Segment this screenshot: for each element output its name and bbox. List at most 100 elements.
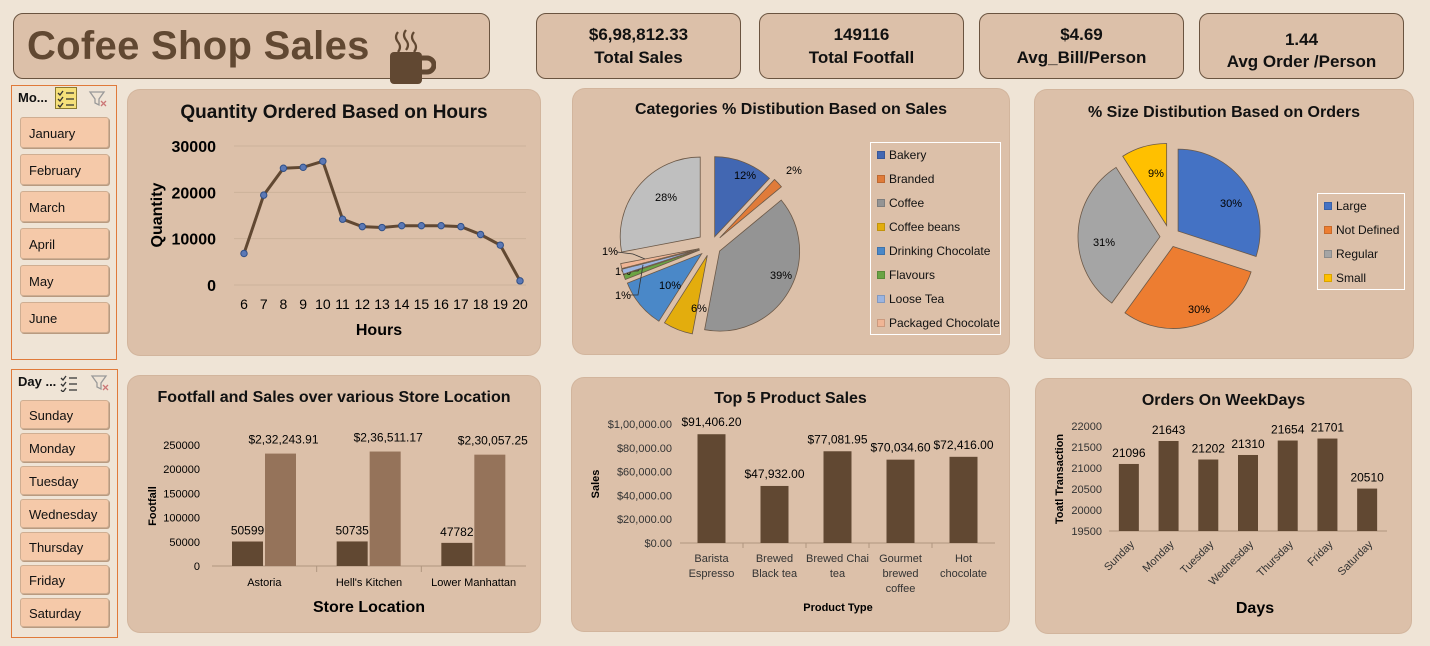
pie-slice xyxy=(1124,246,1252,329)
legend-item: Packaged Chocolate xyxy=(877,316,1000,330)
dashboard-title: Cofee Shop Sales xyxy=(27,24,370,68)
y-tick-label: 10000 xyxy=(172,232,217,249)
legend-item: Flavours xyxy=(877,268,935,282)
slicer-item-january[interactable]: January xyxy=(20,117,109,148)
slicer-item-march[interactable]: March xyxy=(20,191,109,222)
chart-title: % Size Distibution Based on Orders xyxy=(1087,104,1361,121)
y-tick-label: 50000 xyxy=(169,537,200,549)
y-axis-label: Sales xyxy=(590,470,602,499)
data-label: $2,36,511.17 xyxy=(354,431,424,445)
legend-label: Not Defined xyxy=(1336,223,1400,237)
data-label: 21643 xyxy=(1152,423,1186,437)
slicer-item-june[interactable]: June xyxy=(20,302,109,333)
slicer-item-friday[interactable]: Friday xyxy=(20,565,109,594)
bar-product xyxy=(949,456,978,543)
bar-weekday xyxy=(1158,440,1179,531)
chart-title: Top 5 Product Sales xyxy=(714,390,867,407)
pie-slice xyxy=(663,255,708,335)
data-point xyxy=(279,164,288,172)
slicer-header: Day ... xyxy=(18,374,57,389)
kpi-total-footfall: 149116 Total Footfall xyxy=(759,13,964,79)
x-tick-label: Gourmet xyxy=(879,553,922,565)
pie-slice xyxy=(714,156,771,238)
y-tick-label: 20000 xyxy=(1071,505,1102,517)
y-tick-label: 19500 xyxy=(1071,526,1102,538)
data-point xyxy=(338,215,347,223)
clear-filter-icon[interactable] xyxy=(88,89,108,109)
legend-label: Coffee beans xyxy=(889,220,961,234)
kpi-avg-order: 1.44 Avg Order /Person xyxy=(1199,13,1404,79)
x-tick-label: 15 xyxy=(414,296,430,312)
bar-footfall xyxy=(441,542,473,566)
bar-footfall xyxy=(336,541,368,566)
y-tick-label: 250000 xyxy=(163,440,200,452)
bar-sales xyxy=(265,453,296,566)
chart-title: Footfall and Sales over various Store Lo… xyxy=(157,389,511,406)
multi-select-icon[interactable] xyxy=(55,87,77,109)
slicer-item-may[interactable]: May xyxy=(20,265,109,296)
legend-label: Large xyxy=(1336,199,1367,213)
x-tick-label: 19 xyxy=(492,296,508,312)
pie-slice xyxy=(620,248,700,269)
y-axis-label: Footfall xyxy=(147,486,159,526)
slicer-item-sunday[interactable]: Sunday xyxy=(20,400,109,429)
hours-chart-card: Quantity Ordered Based on Hours 0 10000 20… xyxy=(128,90,540,355)
x-tick-label: Brewed Chai xyxy=(806,553,869,565)
legend-label: Drinking Chocolate xyxy=(889,244,991,258)
x-axis-label: Store Location xyxy=(313,599,425,616)
data-label: $70,034.60 xyxy=(870,441,930,455)
bar-product xyxy=(760,485,789,543)
bar-sales xyxy=(369,451,401,566)
data-point xyxy=(496,241,504,249)
products-bar-chart: $0.00 $20,000.00 $40,000.00 $60,000.00 $80,0… xyxy=(590,415,995,614)
slicer-item-wednesday[interactable]: Wednesday xyxy=(20,499,109,528)
data-point xyxy=(437,221,445,230)
data-point xyxy=(240,249,248,258)
legend-swatch xyxy=(877,247,885,255)
multi-select-icon[interactable] xyxy=(59,374,79,392)
data-label: 20510 xyxy=(1350,471,1384,485)
slicer-item-saturday[interactable]: Saturday xyxy=(20,598,109,627)
x-tick-label: brewed xyxy=(882,568,918,580)
x-tick-label: Sunday xyxy=(1102,538,1137,573)
pie-slice xyxy=(626,252,703,322)
x-tick-label: coffee xyxy=(886,583,916,595)
data-label: 50735 xyxy=(335,523,369,537)
legend-label: Loose Tea xyxy=(889,292,945,306)
slice-label: 2% xyxy=(786,165,802,177)
legend-swatch xyxy=(1324,274,1332,282)
x-tick-label: Tuesday xyxy=(1178,538,1216,576)
chart-title: Orders On WeekDays xyxy=(1141,392,1306,409)
legend-swatch xyxy=(877,151,885,159)
slicer-item-thursday[interactable]: Thursday xyxy=(20,532,109,561)
y-tick-label: 21000 xyxy=(1071,463,1102,475)
x-tick-label: Brewed xyxy=(756,553,793,565)
bar-weekday xyxy=(1198,459,1219,531)
x-tick-label: 14 xyxy=(394,296,410,312)
legend-item: Large xyxy=(1324,199,1367,213)
kpi-value: 149116 xyxy=(833,25,890,44)
x-tick-label: 16 xyxy=(433,296,449,312)
series-line xyxy=(242,159,522,282)
slicer-item-monday[interactable]: Monday xyxy=(20,433,109,462)
bar-weekday xyxy=(1118,463,1139,531)
y-tick-label: 20000 xyxy=(172,185,217,202)
categories-pie-chart: 12%2%39%6%10%1%1%1%28% xyxy=(602,156,802,335)
y-tick-label: 0 xyxy=(207,278,216,295)
slicer-item-april[interactable]: April xyxy=(20,228,109,259)
clear-filter-icon[interactable] xyxy=(90,373,110,393)
slice-label: 1% xyxy=(615,290,631,302)
kpi-value: 1.44 xyxy=(1284,30,1319,49)
weekdays-chart-card: Orders On WeekDays 19500 20000 20500 21000 2… xyxy=(1036,379,1411,633)
data-label: $91,406.20 xyxy=(681,415,741,429)
sizes-chart-card: % Size Distibution Based on Orders 30% 30… xyxy=(1035,90,1413,358)
legend-label: Small xyxy=(1336,271,1367,285)
slicer-item-tuesday[interactable]: Tuesday xyxy=(20,466,109,495)
x-axis-label: Hours xyxy=(356,322,402,339)
weekdays-bar-chart: 19500 20000 20500 21000 21500 22000 21096 Sunda… xyxy=(1054,421,1387,617)
legend-swatch xyxy=(1324,226,1332,234)
data-point xyxy=(299,163,307,172)
y-tick-label: $80,000.00 xyxy=(617,443,672,455)
footfall-bar-chart: 0 50000 100000 150000 200000 250000 50599 $2,32… xyxy=(147,431,528,616)
slicer-item-february[interactable]: February xyxy=(20,154,109,185)
